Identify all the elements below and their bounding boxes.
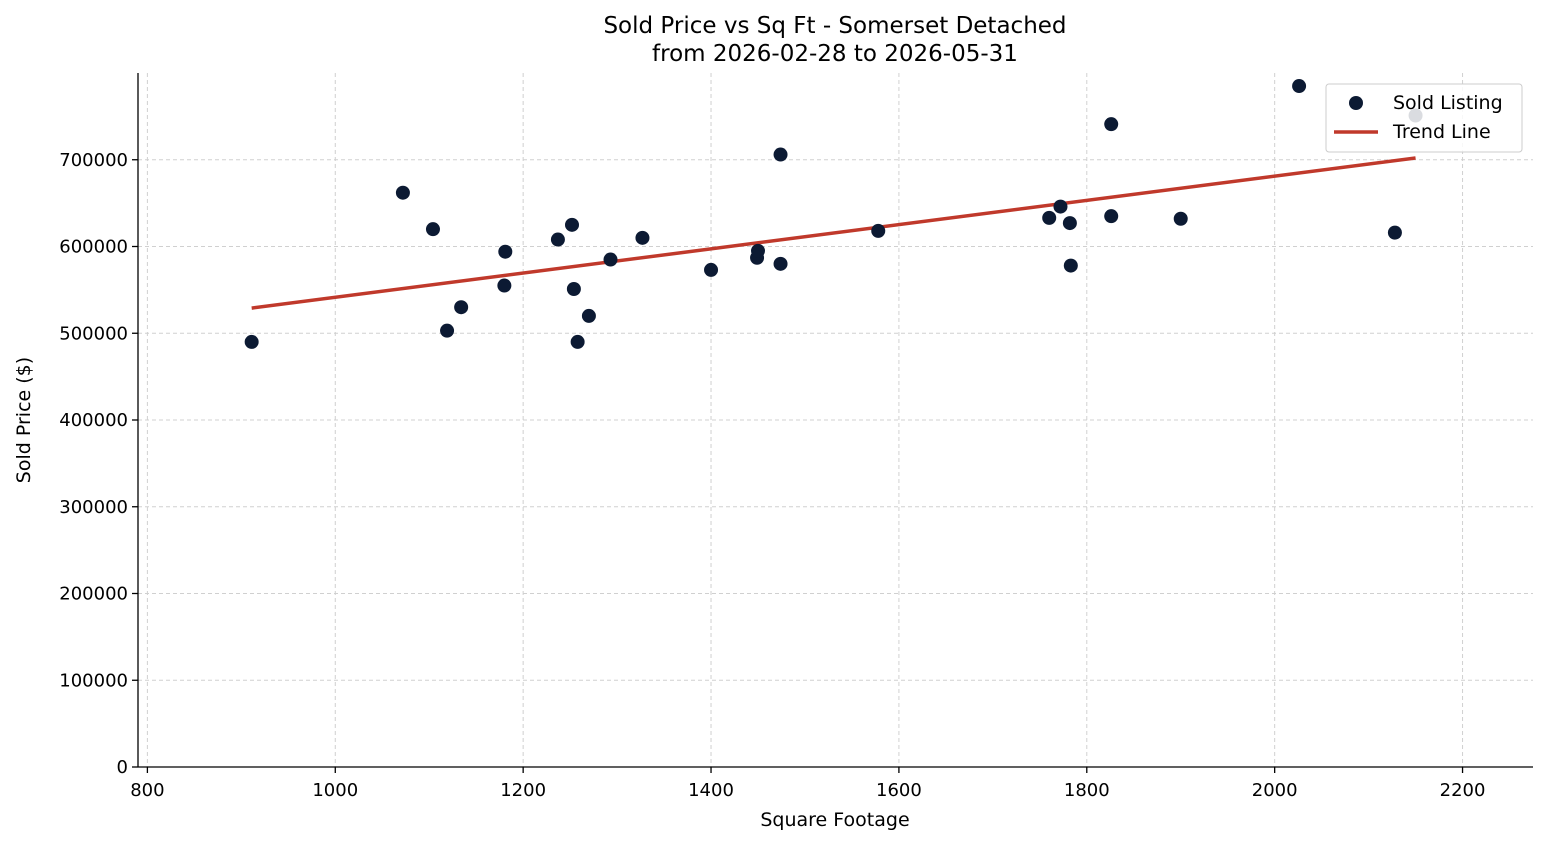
data-point xyxy=(244,334,259,349)
data-point xyxy=(1063,258,1078,273)
y-tick-label: 500000 xyxy=(59,323,128,344)
x-axis-label: Square Footage xyxy=(760,809,909,831)
x-tick-label: 800 xyxy=(130,780,164,801)
y-axis-label: Sold Price ($) xyxy=(13,357,35,483)
data-point xyxy=(1053,199,1068,214)
y-tick-label: 700000 xyxy=(59,150,128,171)
data-point xyxy=(565,217,579,232)
data-point xyxy=(498,244,513,259)
data-point xyxy=(773,147,788,162)
data-point xyxy=(1387,225,1402,240)
data-point xyxy=(454,300,469,315)
x-tick-label: 1000 xyxy=(312,780,358,801)
axis-ticks: 800 1000 1200 1400 1600 1800 2000 2200 0 100000 20… xyxy=(59,150,1485,801)
data-point xyxy=(704,262,719,277)
data-point xyxy=(581,308,596,323)
data-point xyxy=(603,252,618,267)
data-point xyxy=(871,223,886,238)
x-tick-label: 2200 xyxy=(1440,780,1486,801)
data-point xyxy=(635,230,650,245)
y-tick-label: 0 xyxy=(117,757,128,778)
y-tick-label: 400000 xyxy=(59,410,128,431)
trend-line xyxy=(251,156,1416,310)
legend: Sold Listing Trend Line xyxy=(1325,83,1523,153)
y-tick-label: 100000 xyxy=(59,670,128,691)
data-point xyxy=(751,243,765,258)
legend-box xyxy=(1325,83,1523,153)
legend-label-trend-line: Trend Line xyxy=(1392,121,1491,143)
data-point xyxy=(1062,216,1077,231)
data-point xyxy=(1292,79,1307,94)
x-tick-label: 1200 xyxy=(500,780,546,801)
x-tick-label: 1800 xyxy=(1064,780,1110,801)
data-point xyxy=(566,282,581,297)
data-point xyxy=(425,222,440,237)
sold-listing-series xyxy=(244,79,1423,349)
x-tick-label: 1600 xyxy=(876,780,922,801)
chart-subtitle: from 2026-02-28 to 2026-05-31 xyxy=(652,41,1018,67)
data-point xyxy=(440,323,455,338)
y-tick-label: 200000 xyxy=(59,584,128,605)
x-tick-label: 1400 xyxy=(688,780,734,801)
legend-label-sold-listing: Sold Listing xyxy=(1393,92,1503,114)
y-tick-label: 300000 xyxy=(59,497,128,518)
legend-marker-sold-listing xyxy=(1349,96,1363,110)
data-point xyxy=(395,185,410,200)
trend-line-series xyxy=(251,156,1416,310)
data-point xyxy=(1104,209,1119,224)
data-point xyxy=(550,232,565,247)
data-point xyxy=(570,334,585,349)
grid xyxy=(138,73,1533,768)
data-point xyxy=(1173,211,1188,226)
y-tick-label: 600000 xyxy=(59,237,128,258)
data-point xyxy=(773,256,788,271)
chart-title: Sold Price vs Sq Ft - Somerset Detached xyxy=(603,13,1066,39)
data-point xyxy=(497,278,512,293)
data-point xyxy=(1042,210,1057,225)
x-tick-label: 2000 xyxy=(1252,780,1298,801)
data-point xyxy=(1104,117,1119,132)
